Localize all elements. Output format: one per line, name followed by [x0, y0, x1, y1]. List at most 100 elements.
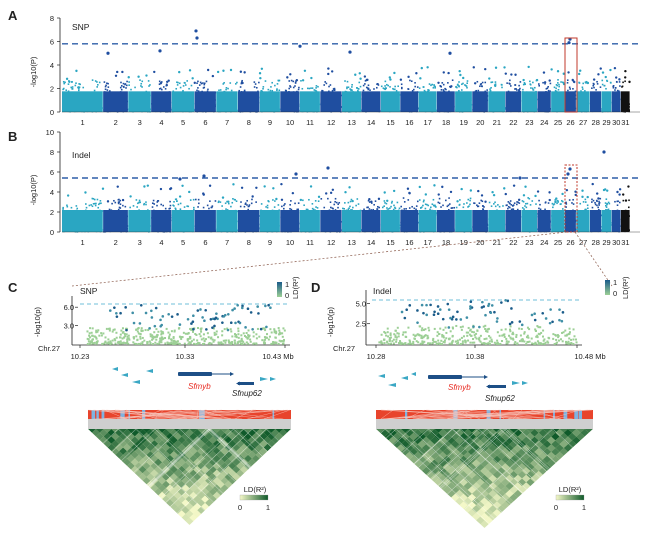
manhattan-outlier: [202, 192, 205, 195]
manhattan-point: [432, 86, 435, 89]
manhattan-outlier: [567, 71, 570, 74]
manhattan-point: [273, 206, 276, 208]
manhattan-outlier: [573, 80, 576, 84]
manhattan-outlier: [272, 187, 275, 190]
manhattan-point: [239, 205, 242, 208]
manhattan-point: [117, 198, 120, 201]
manhattan-point: [398, 207, 401, 210]
manhattan-point: [547, 85, 549, 88]
chromosome-label: 3: [138, 118, 142, 127]
manhattan-point: [532, 81, 534, 84]
manhattan-point: [63, 82, 65, 85]
manhattan-outlier: [188, 69, 192, 72]
manhattan-point: [556, 84, 559, 87]
manhattan-point: [518, 90, 520, 92]
manhattan-point: [156, 204, 158, 207]
y-tick-label: 2: [50, 85, 54, 94]
manhattan-point: [386, 207, 388, 209]
manhattan-point: [149, 84, 151, 86]
manhattan-point: [351, 86, 353, 88]
manhattan-point: [202, 82, 204, 84]
manhattan-point: [134, 86, 136, 89]
manhattan-point: [289, 207, 291, 210]
manhattan-point: [251, 198, 253, 201]
manhattan-point: [255, 201, 257, 203]
manhattan-point: [612, 86, 615, 89]
manhattan-point: [549, 90, 551, 92]
manhattan-point: [554, 89, 557, 92]
manhattan-base: [418, 91, 437, 112]
manhattan-point: [238, 89, 241, 92]
manhattan-point: [612, 85, 615, 87]
manhattan-outlier: [301, 79, 305, 82]
manhattan-point: [91, 79, 94, 81]
manhattan-point: [578, 82, 581, 84]
manhattan-point: [364, 79, 367, 82]
manhattan-point: [614, 89, 616, 91]
manhattan-point: [91, 197, 94, 200]
manhattan-outlier: [586, 81, 590, 85]
manhattan-point: [188, 87, 190, 90]
manhattan-point: [533, 86, 536, 89]
manhattan-point: [316, 207, 319, 209]
manhattan-point: [92, 198, 95, 200]
manhattan-base: [521, 91, 538, 112]
manhattan-point: [234, 83, 237, 85]
manhattan-point: [267, 88, 270, 91]
manhattan-point: [380, 85, 383, 88]
manhattan-outlier: [399, 78, 403, 81]
manhattan-point: [196, 89, 198, 92]
manhattan-point: [266, 204, 269, 207]
y-tick-label: 2: [50, 208, 54, 217]
manhattan-point: [349, 88, 351, 90]
manhattan-outlier: [167, 79, 170, 82]
manhattan-point: [179, 202, 182, 205]
manhattan-point: [415, 205, 418, 207]
manhattan-outlier: [114, 74, 118, 77]
manhattan-outlier: [327, 67, 330, 70]
manhattan-outlier: [368, 198, 371, 201]
manhattan-point: [93, 89, 96, 92]
manhattan-point: [430, 206, 432, 209]
manhattan-outlier: [442, 71, 445, 74]
manhattan-point: [271, 81, 273, 84]
manhattan-point: [62, 87, 65, 90]
manhattan-outlier: [392, 189, 396, 193]
manhattan-point: [158, 88, 161, 90]
manhattan-point: [202, 87, 205, 89]
manhattan-point: [320, 198, 323, 200]
chromosome-label: 18: [442, 118, 450, 127]
manhattan-point: [347, 208, 350, 211]
manhattan-point: [96, 198, 99, 201]
manhattan-outlier: [358, 72, 361, 75]
manhattan-outlier: [366, 78, 369, 82]
manhattan-point: [174, 207, 177, 210]
manhattan-point: [351, 89, 353, 91]
manhattan-point: [549, 82, 552, 85]
manhattan-point: [271, 89, 274, 92]
manhattan-point: [351, 209, 353, 211]
manhattan-point: [401, 86, 403, 89]
manhattan-point: [92, 203, 95, 205]
manhattan-point: [164, 207, 167, 210]
manhattan-point: [407, 88, 409, 90]
manhattan-point: [400, 205, 403, 208]
chromosome-label: 6: [203, 118, 207, 127]
manhattan-outlier: [494, 66, 498, 69]
manhattan-base: [259, 91, 280, 112]
manhattan-point: [327, 197, 329, 200]
manhattan-base: [103, 91, 128, 112]
manhattan-outlier: [514, 73, 517, 76]
manhattan-point: [70, 86, 73, 89]
manhattan-point: [176, 200, 178, 202]
manhattan-point: [357, 203, 360, 205]
manhattan-point: [124, 83, 127, 85]
manhattan-point: [169, 207, 171, 210]
manhattan-point: [76, 207, 79, 210]
manhattan-point: [616, 89, 619, 92]
manhattan-outlier: [613, 66, 617, 70]
manhattan-point: [66, 204, 68, 207]
manhattan-point: [184, 84, 187, 86]
manhattan-base: [380, 210, 400, 232]
